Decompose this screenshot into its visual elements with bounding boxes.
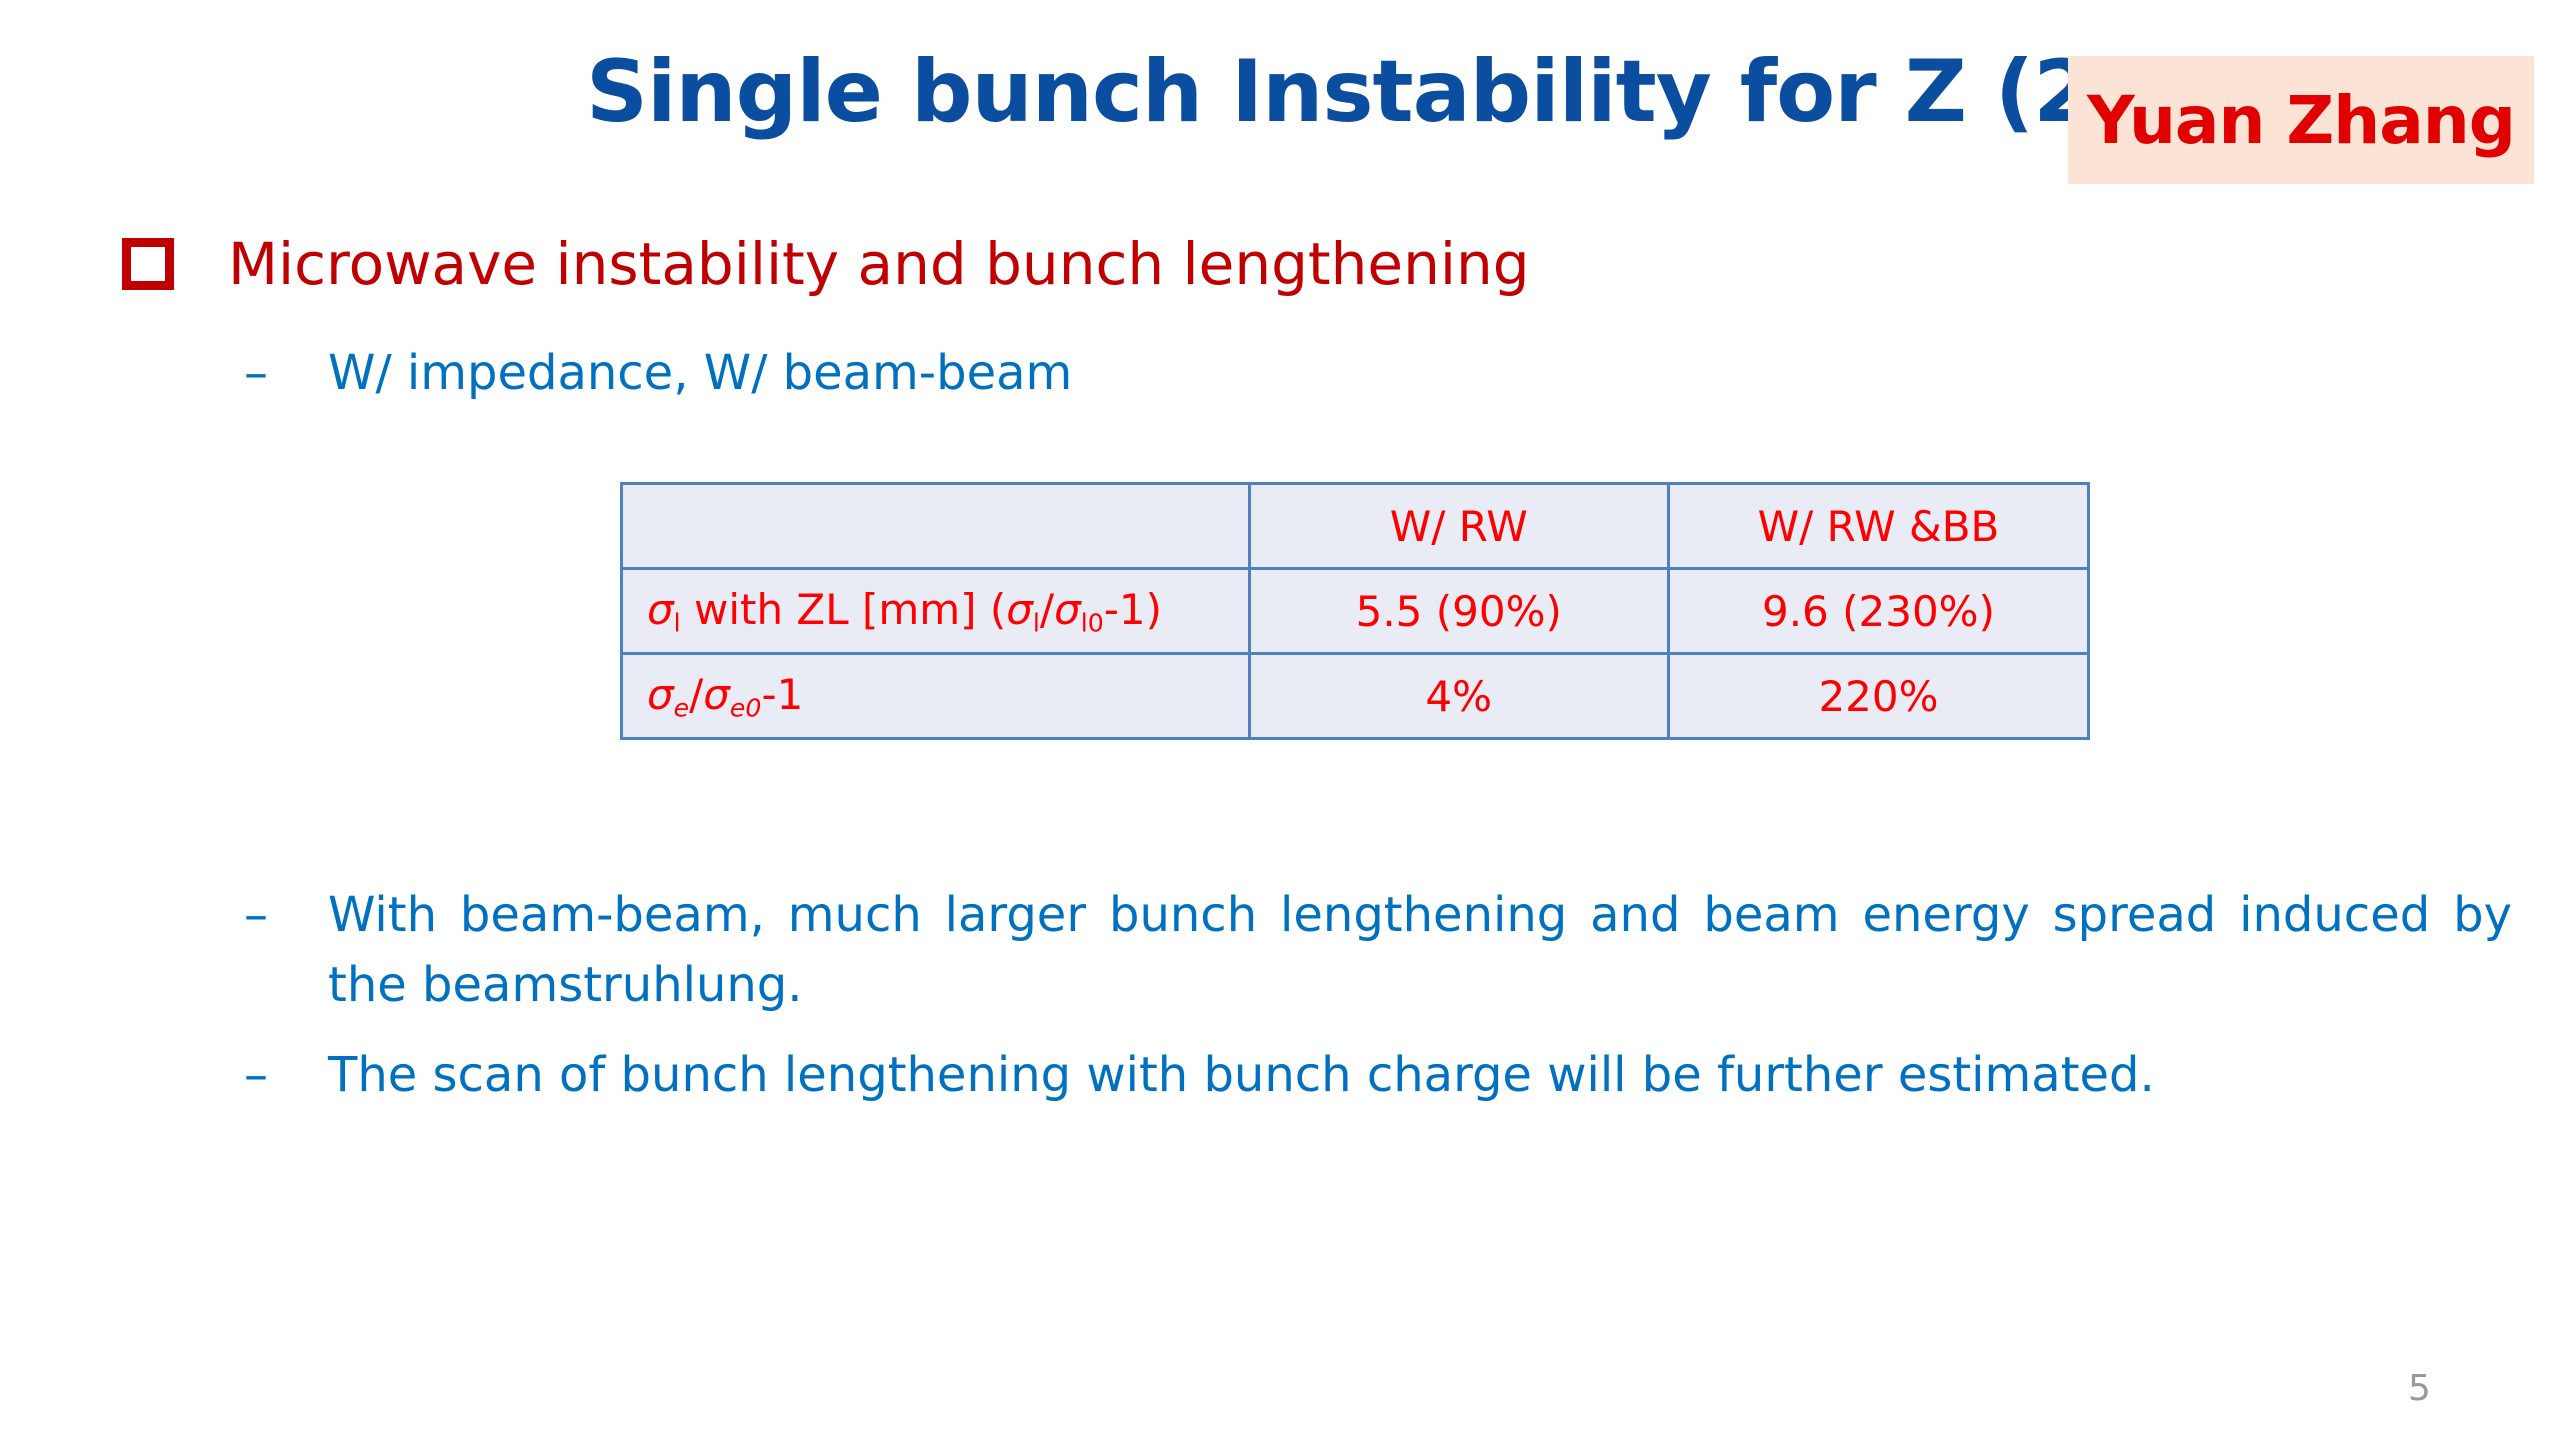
table-cell: 4%: [1247, 652, 1670, 740]
table-row: σl with ZL [mm] (σl/σl0-1) 5.5 (90%) 9.6…: [620, 567, 2091, 655]
sub-bullet-beam-beam: – With beam-beam, much larger bunch leng…: [244, 880, 2512, 1020]
table-row: σe/σe0-1 4% 220%: [620, 652, 2091, 740]
table-header-cell: [620, 482, 1251, 570]
page-number: 5: [2408, 1368, 2431, 1409]
sub-bullet-scan: – The scan of bunch lengthening with bun…: [244, 1040, 2155, 1110]
table-header-row: W/ RW W/ RW &BB: [620, 482, 2091, 570]
table-cell: 5.5 (90%): [1247, 567, 1670, 655]
sub-bullet-text: With beam-beam, much larger bunch length…: [328, 887, 2512, 1013]
label-slash: /: [1039, 584, 1055, 634]
row-label-energy-spread: σe/σe0-1: [620, 652, 1251, 740]
table-cell: 9.6 (230%): [1666, 567, 2091, 655]
sigma-symbol: σ: [647, 584, 674, 634]
dash-bullet-icon: –: [244, 345, 268, 401]
dash-bullet-icon: –: [244, 1047, 268, 1103]
author-box: Yuan Zhang: [2068, 56, 2534, 184]
subscript: e: [673, 693, 690, 723]
subscript: l: [1032, 608, 1040, 638]
label-slash: /: [689, 669, 704, 719]
subscript: e0: [729, 693, 762, 723]
label-text: -1: [761, 669, 804, 719]
sigma-symbol: σ: [1006, 584, 1033, 634]
sigma-symbol: σ: [647, 669, 674, 719]
checkbox-bullet-icon: [122, 238, 174, 290]
label-text: -1): [1103, 584, 1162, 634]
main-bullet: Microwave instability and bunch lengthen…: [122, 230, 1530, 298]
table-header-cell: W/ RW &BB: [1666, 482, 2091, 570]
label-text: with ZL [mm] (: [680, 584, 1007, 634]
sigma-symbol: σ: [1054, 584, 1081, 634]
results-table: W/ RW W/ RW &BB σl with ZL [mm] (σl/σl0-…: [620, 482, 2091, 740]
author-name: Yuan Zhang: [2086, 81, 2516, 159]
subscript: l: [673, 608, 681, 638]
table-header-cell: W/ RW: [1247, 482, 1670, 570]
slide-title: Single bunch Instability for Z (2): [586, 42, 2131, 142]
row-label-bunch-length: σl with ZL [mm] (σl/σl0-1): [620, 567, 1251, 655]
sigma-symbol: σ: [703, 669, 730, 719]
dash-bullet-icon: –: [244, 887, 268, 943]
sub-bullet-text: W/ impedance, W/ beam-beam: [328, 345, 1073, 401]
sub-bullet-impedance: – W/ impedance, W/ beam-beam: [244, 338, 1072, 408]
table-cell: 220%: [1666, 652, 2091, 740]
sub-bullet-text: The scan of bunch lengthening with bunch…: [328, 1047, 2155, 1103]
main-bullet-text: Microwave instability and bunch lengthen…: [228, 230, 1530, 298]
subscript: l0: [1080, 608, 1104, 638]
